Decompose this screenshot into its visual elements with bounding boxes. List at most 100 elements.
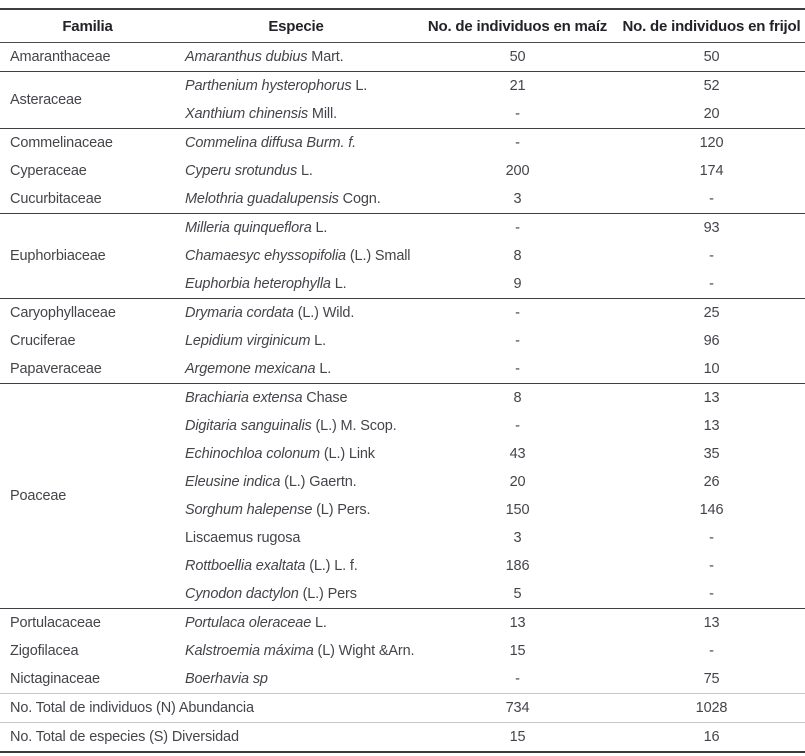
table-row: Caryophyllaceae Drymaria cordata (L.) Wi… [0,299,805,328]
section-portulacaceae-zigofilacea-nictaginaceae: Portulacaceae Portulaca oleraceae L. 13 … [0,609,805,694]
table-row: Cruciferae Lepidium virginicum L. - 96 [0,327,805,355]
frijol-count: - [709,586,714,602]
table-row: Xanthium chinensis Mill. - 20 [0,100,805,129]
maiz-count: 5 [513,586,522,602]
header-maiz: No. de individuos en maíz [417,9,618,43]
maiz-count: 200 [505,163,530,179]
family-cell: Caryophyllaceae [10,305,116,321]
species-author: (L) Wight &Arn. [313,643,415,659]
header-frijol: No. de individuos en frijol [618,9,805,43]
species-author: (L.) M. Scop. [311,418,397,434]
maiz-count: - [515,305,520,321]
total-diversidad-maiz: 15 [417,722,618,752]
species-name: Brachiaria extensa [185,390,303,406]
maiz-count: 15 [509,643,526,659]
maiz-count: 13 [509,615,526,631]
frijol-count: - [709,530,714,546]
species-cell: Liscaemus rugosa [175,524,417,552]
species-name: Milleria quinqueflora [185,220,312,236]
table-row: Nictaginaceae Boerhavia sp - 75 [0,665,805,694]
species-author: L. [351,78,368,94]
header-row: Familia Especie No. de individuos en maí… [0,9,805,43]
table-row: Cynodon dactylon (L.) Pers 5 - [0,580,805,609]
species-name: Digitaria sanguinalis [185,418,312,434]
species-name: Argemone mexicana [185,361,316,377]
species-cell: Parthenium hysterophorus L. [175,72,417,101]
section-poaceae: Poaceae Brachiaria extensa Chase 8 13 Di… [0,384,805,609]
species-cell: Eleusine indica (L.) Gaertn. [175,468,417,496]
frijol-count: 93 [703,220,720,236]
maiz-count: 20 [509,474,526,490]
family-cell: Cyperaceae [10,163,87,179]
table-row: Eleusine indica (L.) Gaertn. 20 26 [0,468,805,496]
species-name: Kalstroemia máxima [185,643,314,659]
species-author: Liscaemus rugosa [185,530,301,546]
total-abundancia-maiz: 734 [505,700,530,716]
family-cell: Nictaginaceae [10,671,100,687]
table-row: Cyperaceae Cyperu srotundus L. 200 174 [0,157,805,185]
frijol-count: 146 [699,502,724,518]
species-cell: Melothria guadalupensis Cogn. [175,185,417,214]
frijol-count: 13 [703,418,720,434]
species-cell: Milleria quinqueflora L. [175,214,417,243]
table-row: Chamaesyc ehyssopifolia (L.) Small 8 - [0,242,805,270]
maiz-count: - [515,135,520,151]
table-row: Poaceae Brachiaria extensa Chase 8 13 [0,384,805,504]
maiz-count: 8 [513,390,522,406]
table-row: Sorghum halepense (L) Pers. 150 146 [0,496,805,524]
species-cell: Kalstroemia máxima (L) Wight &Arn. [175,637,417,665]
header-familia: Familia [0,9,175,43]
frijol-count: 20 [703,106,720,122]
family-cell: Poaceae [10,488,67,504]
species-name: Cynodon dactylon [185,586,299,602]
section-amaranthaceae: Amaranthaceae Amaranthus dubius Mart. 50… [0,43,805,72]
frijol-count: 120 [699,135,724,151]
section-euphorbiaceae: Euphorbiaceae Milleria quinqueflora L. -… [0,214,805,299]
frijol-count: 52 [703,78,720,94]
maiz-count: - [515,220,520,236]
maiz-count: - [515,106,520,122]
species-author: Mill. [308,106,337,122]
family-cell: Portulacaceae [10,615,101,631]
frijol-count: - [709,276,714,292]
total-abundancia-frijol: 1028 [695,700,728,716]
maiz-count: 9 [513,276,522,292]
frijol-count: 13 [703,390,720,406]
species-author: L. [297,163,313,179]
frijol-count: 96 [703,333,720,349]
maiz-count: 186 [505,558,530,574]
species-cell: Echinochloa colonum (L.) Link [175,440,417,468]
section-commelinaceae-cyperaceae-cucurbitaceae: Commelinaceae Commelina diffusa Burm. f.… [0,129,805,214]
table-row: Commelinaceae Commelina diffusa Burm. f.… [0,129,805,158]
table-row: Asteraceae Parthenium hysterophorus L. 2… [0,72,805,108]
species-cell: Xanthium chinensis Mill. [175,100,417,129]
species-table: Familia Especie No. de individuos en maí… [0,8,805,753]
section-asteraceae: Asteraceae Parthenium hysterophorus L. 2… [0,72,805,129]
header-especie: Especie [175,9,417,43]
species-author: (L.) Gaertn. [280,474,357,490]
table-row: Portulacaceae Portulaca oleraceae L. 13 … [0,609,805,638]
table-row: Euphorbiaceae Milleria quinqueflora L. -… [0,214,805,264]
species-author: L. [311,220,328,236]
frijol-count: - [709,643,714,659]
species-author: (L.) Pers [298,586,357,602]
frijol-count: 25 [703,305,720,321]
frijol-count: 174 [699,163,724,179]
table-row: Amaranthaceae Amaranthus dubius Mart. 50… [0,43,805,72]
species-name: Amaranthus dubius [185,49,308,65]
frijol-count: 10 [703,361,720,377]
section-totals: No. Total de individuos (N) Abundancia 7… [0,694,805,752]
family-cell: Euphorbiaceae [10,248,106,264]
family-cell: Amaranthaceae [10,49,111,65]
total-diversidad-label: No. Total de especies (S) Diversidad [0,722,417,752]
species-cell: Cynodon dactylon (L.) Pers [175,580,417,609]
family-cell: Commelinaceae [10,135,113,151]
table-row: Liscaemus rugosa 3 - [0,524,805,552]
frijol-count: - [709,248,714,264]
frijol-count: - [709,191,714,207]
frijol-count: - [709,558,714,574]
family-cell: Zigofilacea [10,643,79,659]
species-cell: Digitaria sanguinalis (L.) M. Scop. [175,412,417,440]
maiz-count: 21 [509,78,526,94]
total-diversidad-row: No. Total de especies (S) Diversidad 15 … [0,722,805,752]
